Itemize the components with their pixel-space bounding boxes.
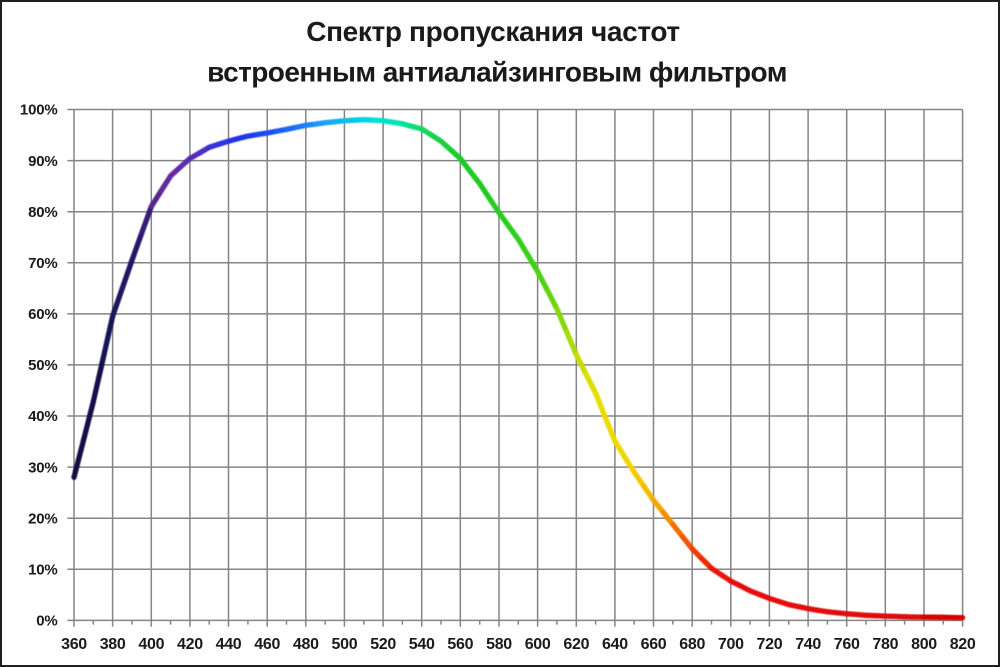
svg-text:660: 660	[641, 636, 667, 653]
svg-text:700: 700	[718, 636, 744, 653]
svg-text:20%: 20%	[28, 510, 57, 527]
svg-text:10%: 10%	[28, 562, 57, 579]
svg-text:740: 740	[795, 636, 821, 653]
svg-text:80%: 80%	[28, 204, 57, 221]
svg-text:100%: 100%	[20, 102, 58, 119]
svg-text:780: 780	[872, 636, 898, 653]
svg-text:90%: 90%	[28, 153, 57, 170]
svg-text:420: 420	[177, 636, 203, 653]
svg-text:820: 820	[950, 636, 976, 653]
svg-text:400: 400	[138, 636, 164, 653]
svg-text:520: 520	[370, 636, 396, 653]
svg-text:50%: 50%	[28, 357, 57, 374]
svg-text:360: 360	[61, 636, 87, 653]
svg-text:встроенным антиалайзинговым фи: встроенным антиалайзинговым фильтром	[207, 57, 787, 88]
svg-text:Спектр пропускания частот: Спектр пропускания частот	[306, 16, 680, 47]
svg-text:40%: 40%	[28, 408, 57, 425]
svg-text:440: 440	[216, 636, 242, 653]
svg-text:460: 460	[254, 636, 280, 653]
svg-text:500: 500	[332, 636, 358, 653]
svg-text:70%: 70%	[28, 255, 57, 272]
svg-text:560: 560	[447, 636, 473, 653]
svg-text:380: 380	[100, 636, 126, 653]
svg-text:60%: 60%	[28, 306, 57, 323]
svg-text:720: 720	[757, 636, 783, 653]
svg-text:540: 540	[409, 636, 435, 653]
svg-text:680: 680	[679, 636, 705, 653]
svg-text:600: 600	[525, 636, 551, 653]
svg-text:760: 760	[834, 636, 860, 653]
svg-text:640: 640	[602, 636, 628, 653]
svg-text:30%: 30%	[28, 459, 57, 476]
svg-text:620: 620	[563, 636, 589, 653]
svg-text:800: 800	[911, 636, 937, 653]
svg-text:480: 480	[293, 636, 319, 653]
svg-text:580: 580	[486, 636, 512, 653]
svg-text:0%: 0%	[36, 613, 57, 630]
